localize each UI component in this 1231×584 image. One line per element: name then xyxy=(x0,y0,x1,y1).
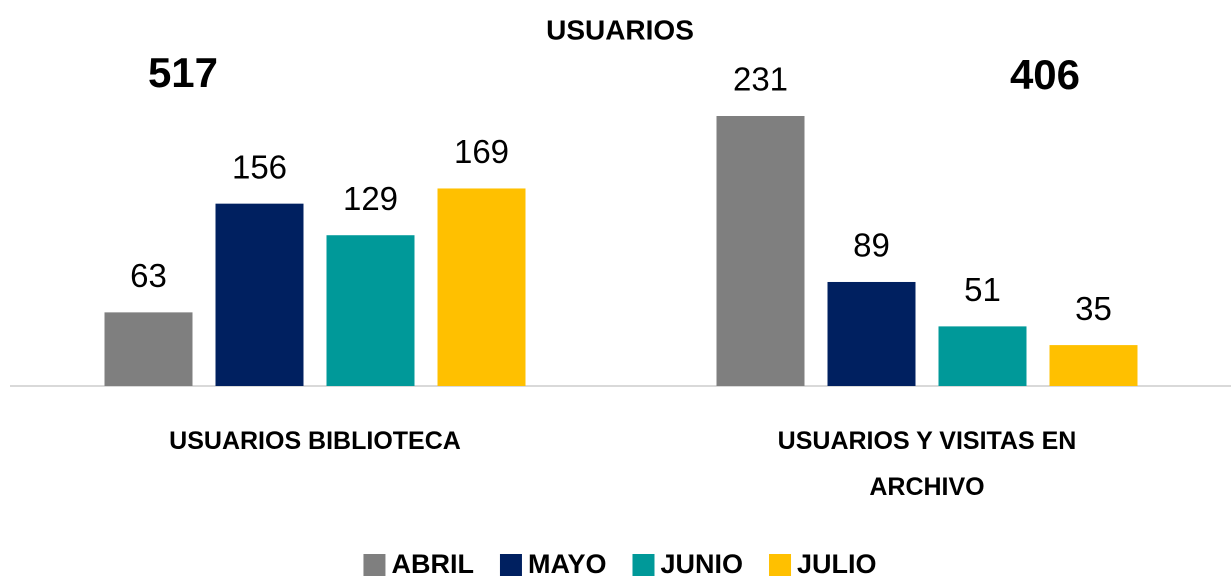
legend-label: JUNIO xyxy=(660,549,743,579)
legend-swatch xyxy=(769,554,792,576)
value-label: 51 xyxy=(964,271,1001,308)
chart-title: USUARIOS xyxy=(546,14,694,45)
bar xyxy=(326,235,415,386)
bar xyxy=(437,188,526,386)
legend-label: MAYO xyxy=(528,549,607,579)
legend-label: ABRIL xyxy=(391,549,474,579)
value-label: 169 xyxy=(454,133,509,170)
total-annotation: 517 xyxy=(148,49,218,96)
bar xyxy=(827,281,916,386)
legend-swatch xyxy=(632,554,655,576)
legend-swatch xyxy=(363,554,386,576)
bar xyxy=(104,312,193,386)
legend: ABRIL MAYO JUNIO JULIO xyxy=(363,549,877,579)
bar xyxy=(716,116,805,386)
category-label: USUARIOS Y VISITAS EN ARCHIVO xyxy=(777,427,1077,501)
bar xyxy=(215,203,304,386)
value-label: 89 xyxy=(853,227,890,264)
bar xyxy=(1049,345,1138,386)
value-label: 156 xyxy=(232,148,287,185)
total-annotation: 406 xyxy=(1010,51,1080,98)
category-label: USUARIOS BIBLIOTECA xyxy=(169,427,461,455)
bar xyxy=(938,326,1027,386)
value-label: 35 xyxy=(1075,290,1112,327)
value-label: 63 xyxy=(130,257,167,294)
legend-label: JULIO xyxy=(797,549,877,579)
value-label: 231 xyxy=(733,61,788,98)
legend-swatch xyxy=(499,554,522,576)
value-label: 129 xyxy=(343,180,398,217)
